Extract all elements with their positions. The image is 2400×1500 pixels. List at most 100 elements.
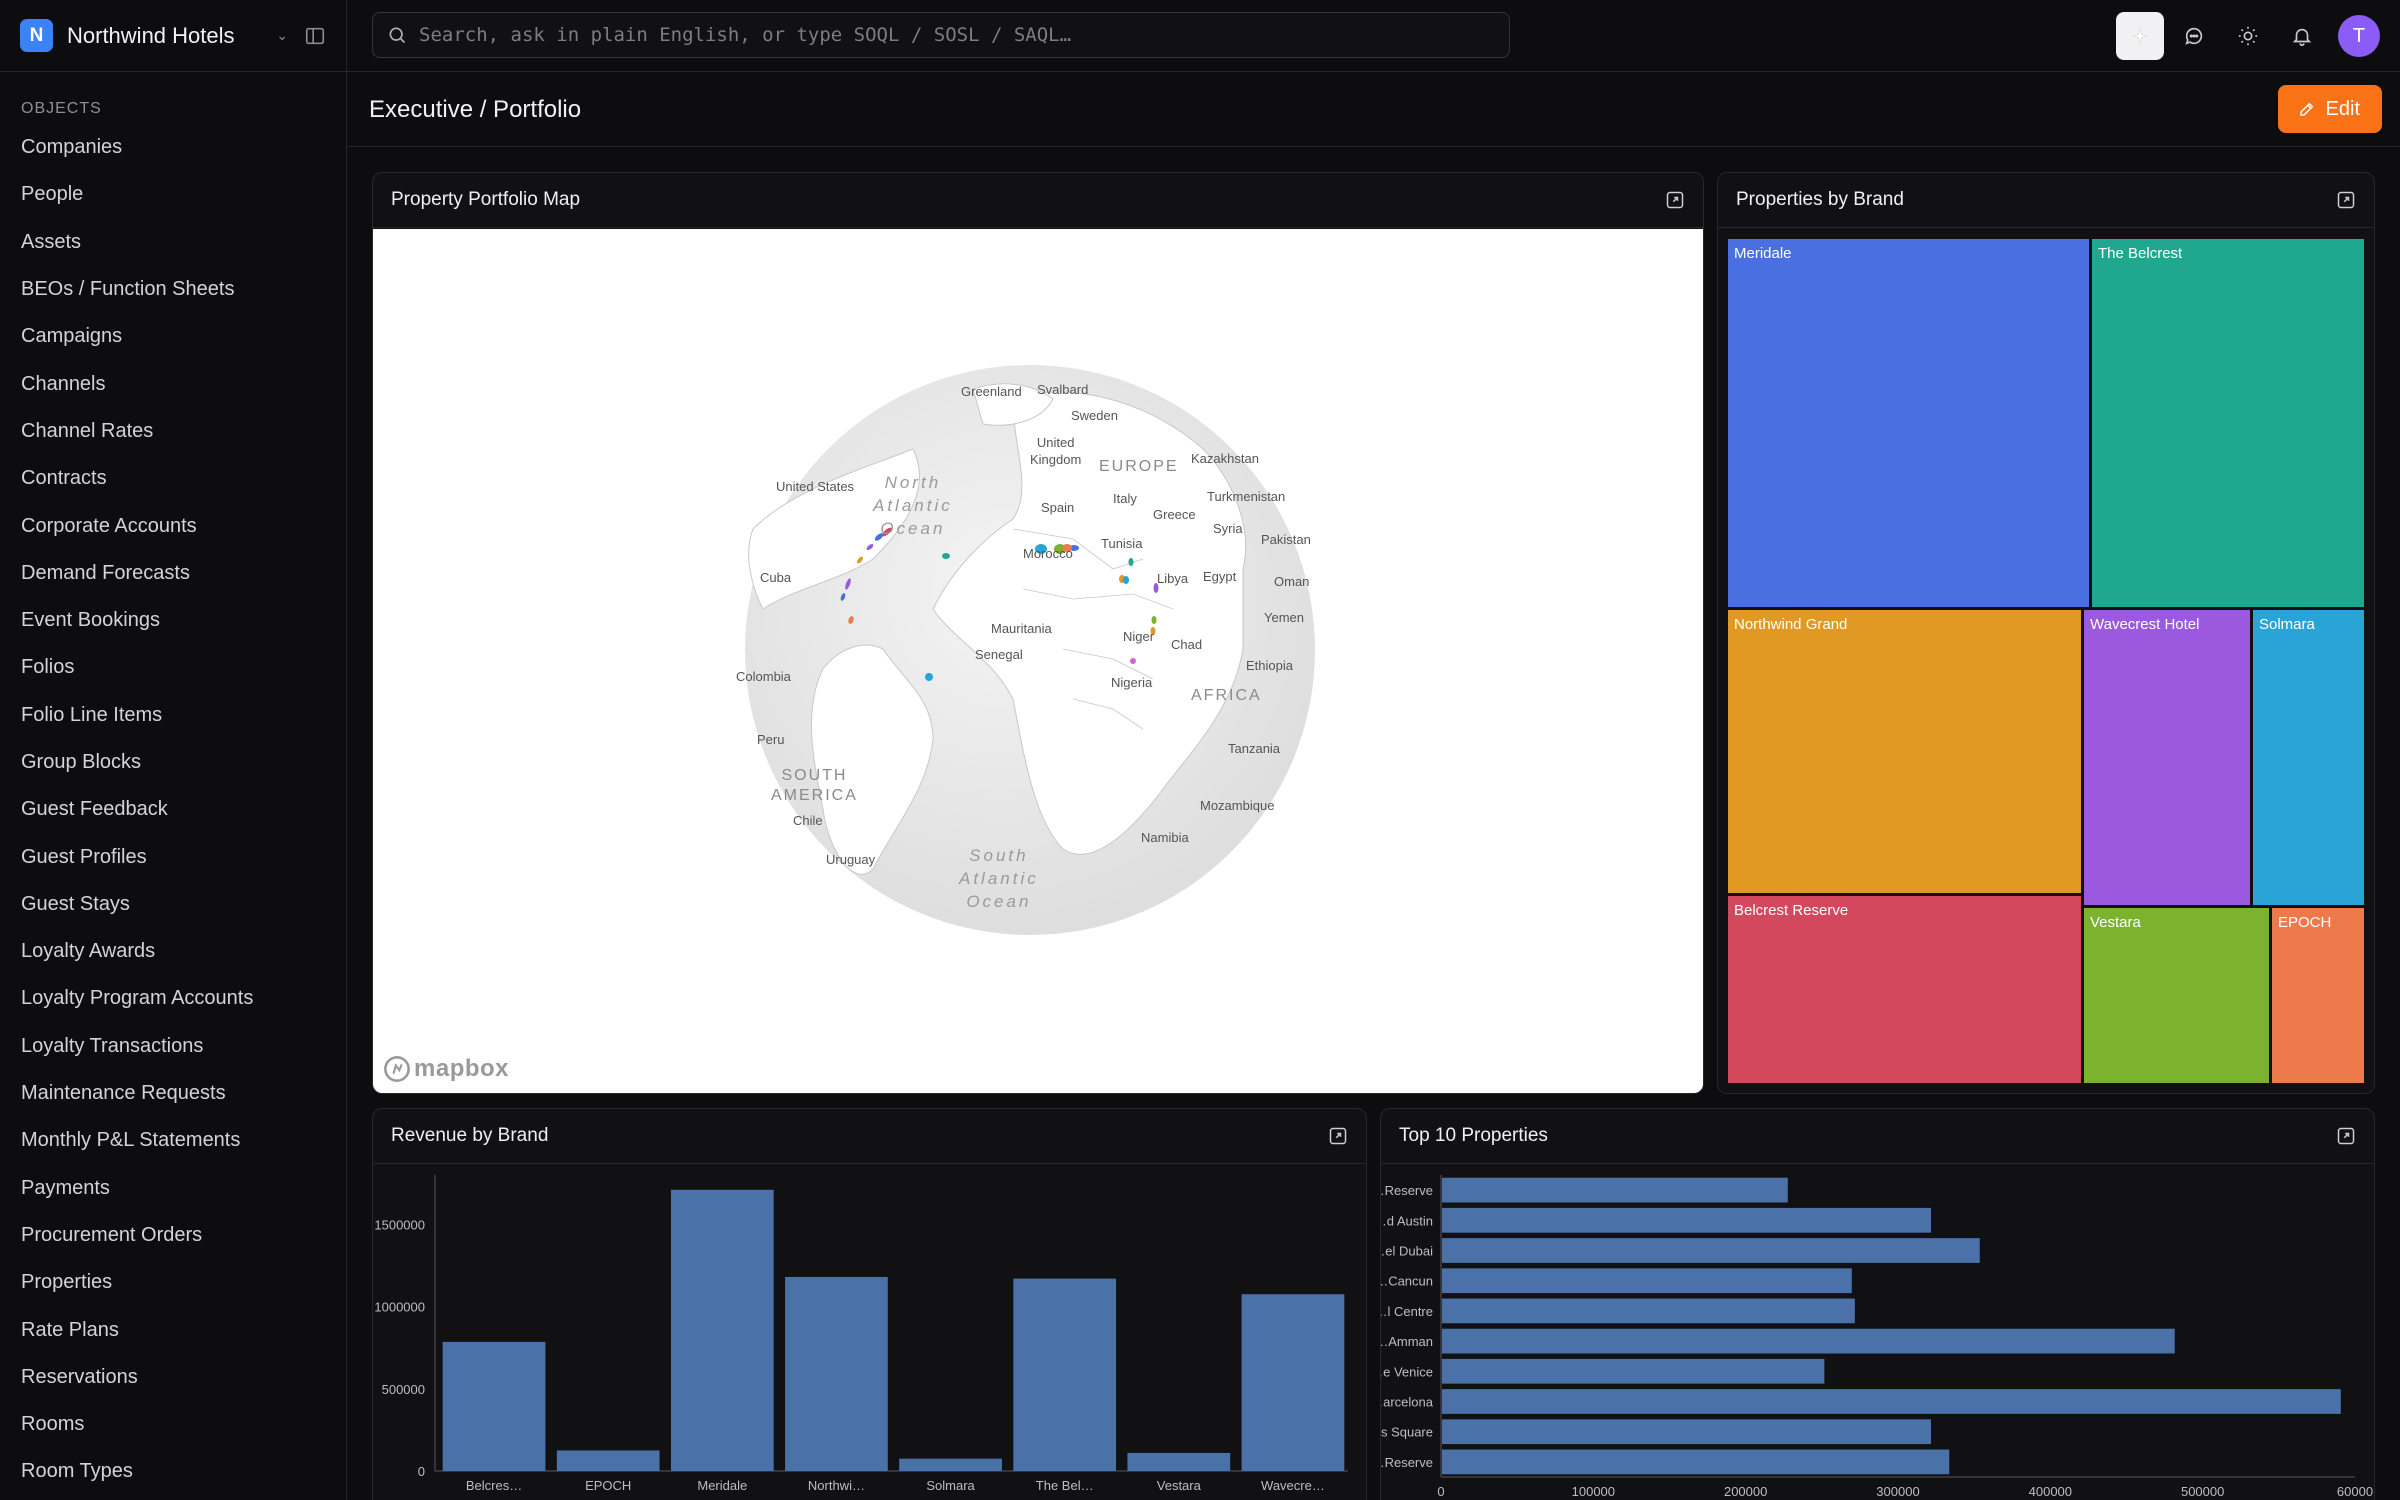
mapbox-attribution[interactable]: mapbox [383, 1055, 509, 1083]
bar[interactable] [1442, 1328, 2175, 1354]
map-marker[interactable] [1035, 544, 1047, 554]
chevron-down-icon[interactable]: ⌄ [276, 27, 288, 43]
x-tick-label: The Bel… [1036, 1478, 1094, 1493]
x-tick-label: 0 [1437, 1484, 1444, 1499]
treemap-tile-belcrest-reserve[interactable]: Belcrest Reserve [1728, 896, 2081, 1083]
map-marker[interactable] [1153, 583, 1159, 593]
sidebar-item-campaigns[interactable]: Campaigns [21, 325, 123, 348]
tile-label: EPOCH [2278, 914, 2332, 931]
sidebar-item-rate-plans[interactable]: Rate Plans [21, 1318, 119, 1341]
map-marker[interactable] [844, 578, 852, 591]
sidebar-item-guest-profiles[interactable]: Guest Profiles [21, 845, 147, 868]
bar[interactable] [442, 1341, 546, 1471]
treemap-tile-northwind-grand[interactable]: Northwind Grand [1728, 610, 2081, 893]
bar[interactable] [670, 1189, 774, 1471]
map-marker[interactable] [856, 556, 864, 565]
map-canvas[interactable]: Greenland Svalbard Sweden United Kingdom… [373, 229, 1703, 1093]
notifications-button[interactable] [2278, 12, 2326, 60]
y-tick-label: …e Venice [1381, 1364, 1433, 1379]
sidebar-toggle-icon[interactable] [304, 25, 326, 47]
sidebar-item-people[interactable]: People [21, 183, 84, 206]
sidebar-item-contracts[interactable]: Contracts [21, 467, 107, 490]
sidebar-item-channel-rates[interactable]: Channel Rates [21, 419, 154, 442]
map-marker[interactable] [1130, 658, 1136, 664]
sidebar-item-demand-forecasts[interactable]: Demand Forecasts [21, 561, 190, 584]
bar[interactable] [1013, 1278, 1117, 1471]
map-marker[interactable] [925, 673, 933, 681]
search-bar[interactable] [372, 12, 1510, 58]
sidebar-item-maintenance-requests[interactable]: Maintenance Requests [21, 1082, 226, 1105]
map-marker[interactable] [840, 593, 846, 602]
sidebar-item-loyalty-awards[interactable]: Loyalty Awards [21, 940, 156, 963]
bar[interactable] [1442, 1419, 1931, 1445]
expand-icon[interactable] [2336, 190, 2356, 210]
sidebar-item-reservations[interactable]: Reservations [21, 1365, 138, 1388]
sidebar-item-folio-line-items[interactable]: Folio Line Items [21, 703, 163, 726]
theme-toggle-button[interactable] [2224, 12, 2272, 60]
map-label-syria: Syria [1213, 521, 1243, 536]
treemap-tile-solmara[interactable]: Solmara [2253, 610, 2364, 905]
treemap-tile-the-belcrest[interactable]: The Belcrest [2092, 239, 2364, 607]
bar[interactable] [1442, 1449, 1950, 1475]
sidebar-item-event-bookings[interactable]: Event Bookings [21, 609, 160, 632]
sidebar-item-payments[interactable]: Payments [21, 1176, 110, 1199]
bar[interactable] [1442, 1358, 1825, 1384]
bar[interactable] [1442, 1389, 2341, 1414]
sidebar-item-procurement-orders[interactable]: Procurement Orders [21, 1223, 203, 1246]
treemap-tile-vestara[interactable]: Vestara [2084, 908, 2269, 1083]
sidebar-item-loyalty-program-accounts[interactable]: Loyalty Program Accounts [21, 987, 254, 1010]
sidebar-item-rooms[interactable]: Rooms [21, 1413, 85, 1436]
map-label-morocco: Morocco [1023, 546, 1073, 561]
sidebar-item-room-types[interactable]: Room Types [21, 1460, 133, 1483]
workspace-switcher[interactable]: N Northwind Hotels ⌄ [0, 0, 346, 72]
treemap-tile-meridale[interactable]: Meridale [1728, 239, 2089, 607]
search-input[interactable] [419, 24, 1509, 46]
sidebar-item-properties[interactable]: Properties [21, 1271, 113, 1294]
expand-icon[interactable] [1328, 1126, 1348, 1146]
sidebar-item-loyalty-transactions[interactable]: Loyalty Transactions [21, 1034, 204, 1057]
bar[interactable] [1442, 1298, 1855, 1324]
user-avatar[interactable]: T [2338, 15, 2380, 57]
bar[interactable] [1442, 1207, 1931, 1233]
sidebar-item-monthly-p-l-statements[interactable]: Monthly P&L Statements [21, 1129, 241, 1152]
sidebar: N Northwind Hotels ⌄ OBJECTS Companies Pe… [0, 0, 347, 1500]
bar[interactable] [1442, 1177, 1788, 1203]
map-marker[interactable] [942, 553, 950, 559]
expand-icon[interactable] [1665, 190, 1685, 210]
bar[interactable] [1442, 1238, 1980, 1263]
map-marker[interactable] [1062, 544, 1072, 552]
top-bar: T [347, 0, 2400, 72]
expand-icon[interactable] [2336, 1126, 2356, 1146]
map-marker[interactable] [1150, 627, 1156, 635]
map-marker[interactable] [881, 526, 893, 538]
bar[interactable] [899, 1458, 1002, 1471]
bar[interactable] [785, 1276, 888, 1471]
sidebar-item-corporate-accounts[interactable]: Corporate Accounts [21, 514, 197, 537]
chat-button[interactable] [2170, 12, 2218, 60]
bar[interactable] [1442, 1268, 1852, 1294]
sidebar-item-guest-feedback[interactable]: Guest Feedback [21, 798, 168, 821]
map-marker[interactable] [1128, 558, 1134, 566]
globe-graphic [745, 365, 1315, 935]
edit-button[interactable]: Edit [2277, 85, 2382, 133]
map-marker[interactable] [874, 532, 885, 542]
treemap-tile-wavecrest-hotel[interactable]: Wavecrest Hotel [2084, 610, 2250, 905]
bar[interactable] [1127, 1452, 1231, 1471]
sidebar-item-group-blocks[interactable]: Group Blocks [21, 751, 142, 773]
map-marker[interactable] [847, 615, 854, 624]
sidebar-item-guest-stays[interactable]: Guest Stays [21, 892, 130, 915]
sidebar-item-channels[interactable]: Channels [21, 372, 106, 395]
sidebar-item-companies[interactable]: Companies [21, 136, 123, 159]
sidebar-item-folios[interactable]: Folios [21, 656, 75, 679]
bar[interactable] [556, 1450, 660, 1471]
bar[interactable] [1241, 1294, 1345, 1471]
treemap-tile-epoch[interactable]: EPOCH [2272, 908, 2364, 1083]
sidebar-item-beos-function-sheets[interactable]: BEOs / Function Sheets [21, 278, 235, 301]
map-marker[interactable] [1151, 616, 1157, 624]
map-label-colombia: Colombia [736, 669, 791, 684]
sidebar-item-assets[interactable]: Assets [21, 230, 82, 253]
ai-sparkle-button[interactable] [2116, 12, 2164, 60]
map-label-uruguay: Uruguay [826, 852, 876, 867]
map-marker[interactable] [1123, 576, 1129, 584]
map-marker[interactable] [866, 543, 875, 551]
